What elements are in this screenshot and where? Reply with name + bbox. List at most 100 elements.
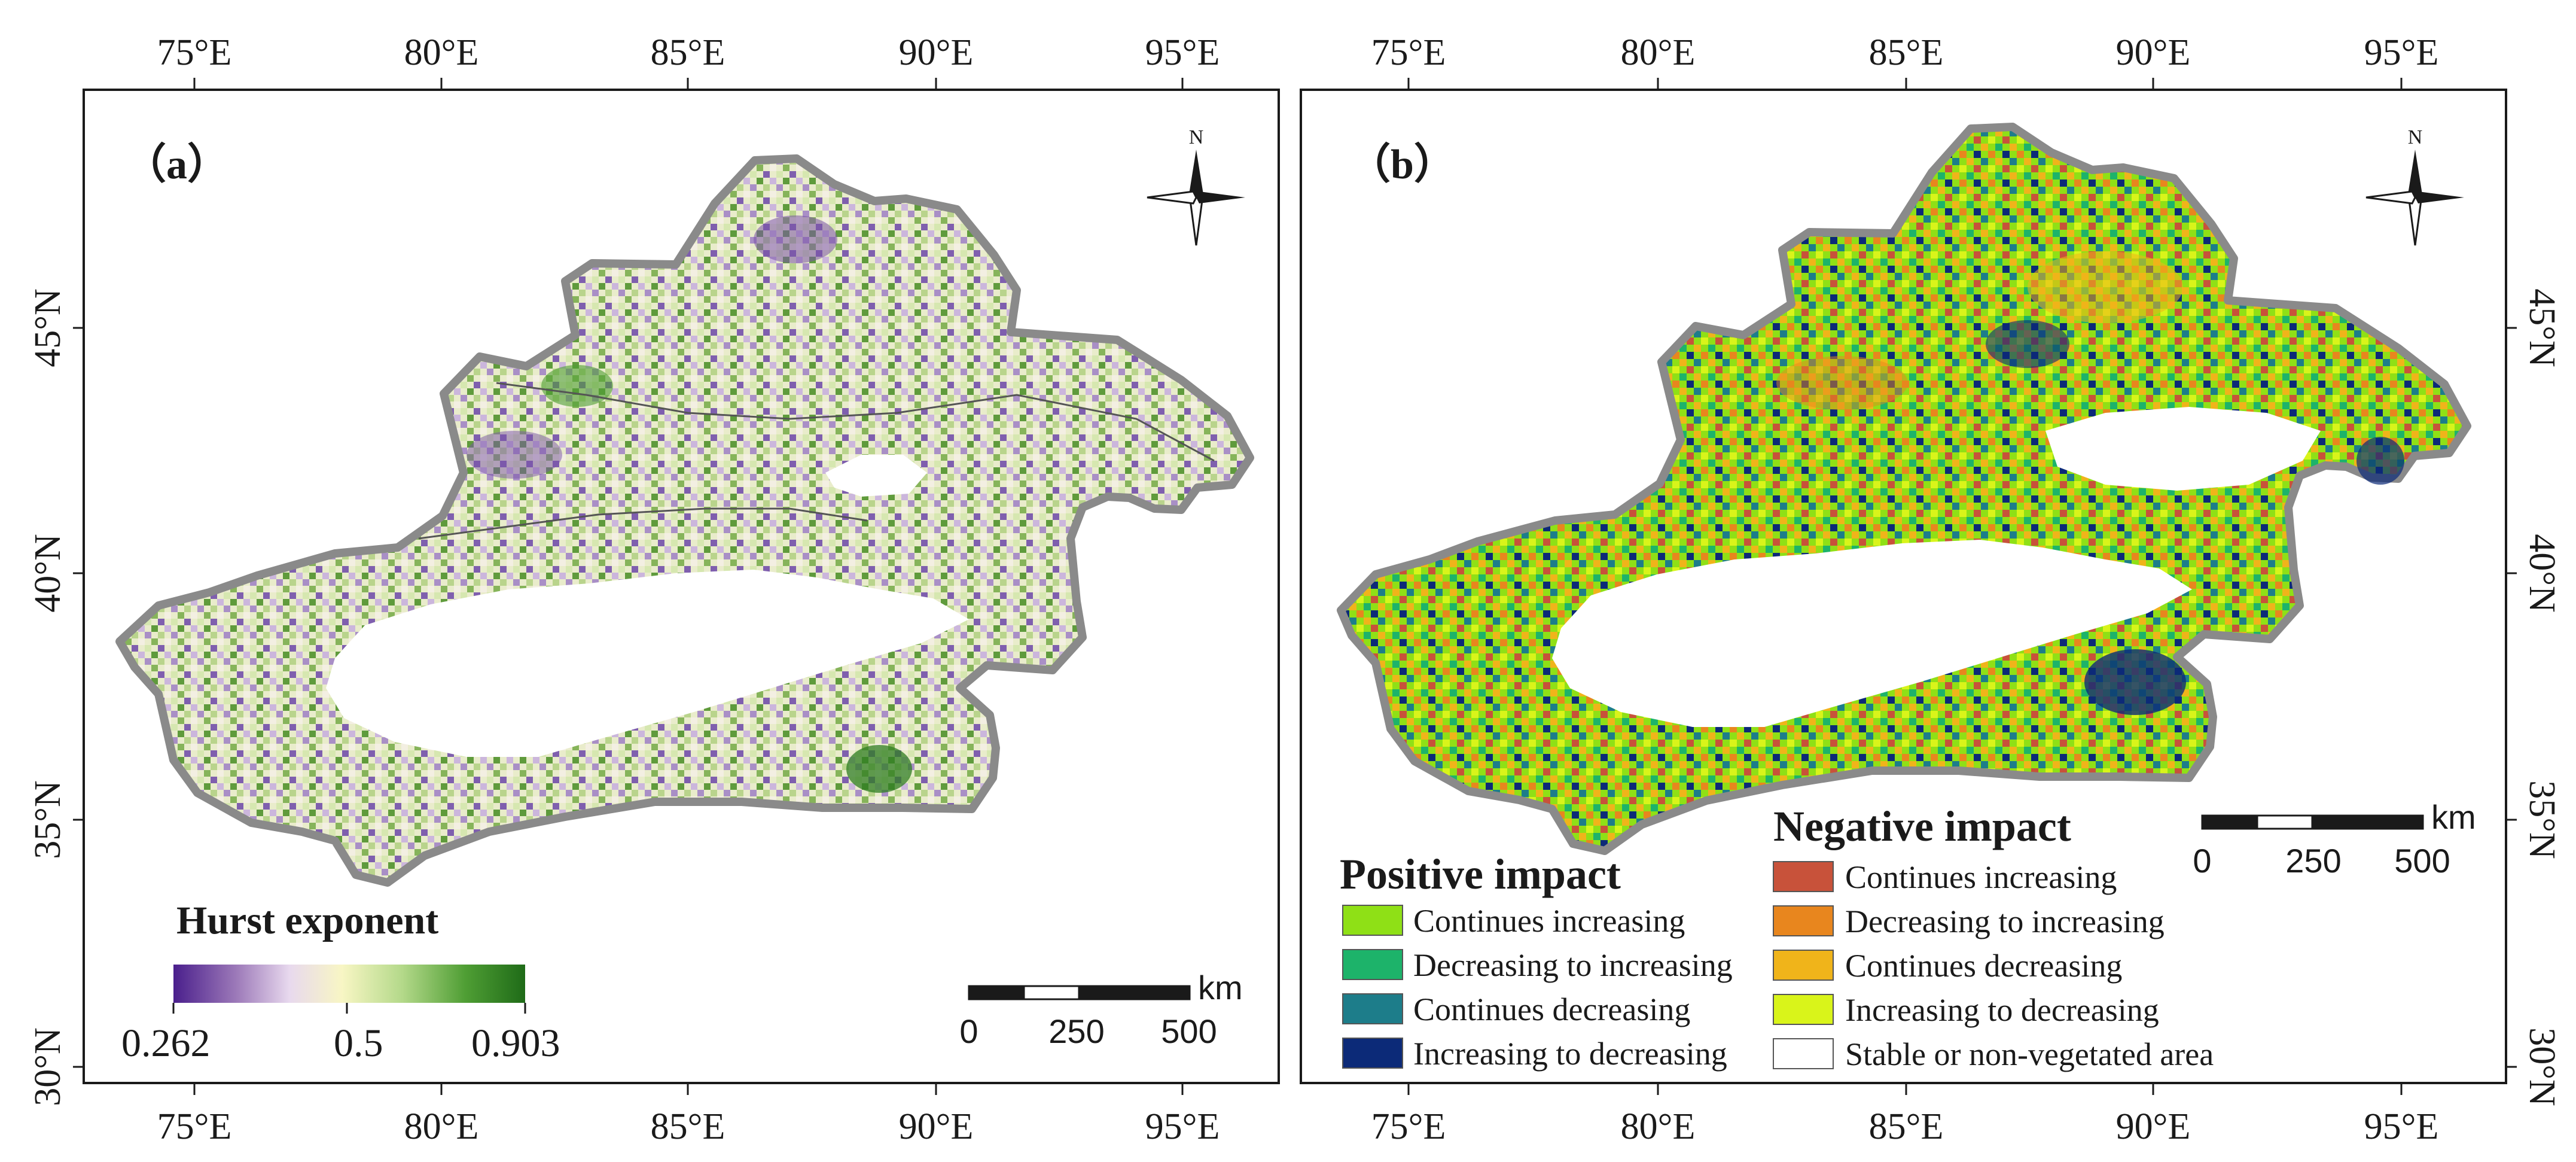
- lat-ticks-b: 45°N 40°N 35°N 30°N: [2506, 288, 2562, 1106]
- lon-tick-label: 85°E: [1869, 32, 1944, 73]
- lon-tick-label: 95°E: [2364, 32, 2439, 73]
- lon-ticks-a: 75°E 80°E 85°E 90°E 95°E 75°E 80°E 85°E …: [157, 32, 1220, 1147]
- legend-item: Continues decreasing: [1342, 991, 1690, 1027]
- legend-positive: Positive impact Continues increasing Dec…: [1340, 850, 1733, 1072]
- scalebar-label-0: 0: [959, 1012, 978, 1050]
- legend-label: Increasing to decreasing: [1413, 1036, 1727, 1072]
- lon-tick-label: 80°E: [1621, 32, 1696, 73]
- north-label: N: [1189, 126, 1204, 148]
- legend-swatch: [1773, 994, 1834, 1025]
- lon-tick-label: 75°E: [157, 1106, 232, 1147]
- scalebar-unit: km: [1198, 969, 1243, 1006]
- orange-patch: [2028, 251, 2183, 323]
- lon-tick-label: 90°E: [2116, 1106, 2191, 1147]
- nonveg-area-b: [2045, 407, 2321, 491]
- scalebar-b: km 0 250 500: [2193, 798, 2476, 880]
- legend-item: Increasing to decreasing: [1342, 1036, 1727, 1072]
- legend-label: Decreasing to increasing: [1845, 904, 2165, 939]
- hurst-min-label: 0.262: [121, 1021, 211, 1065]
- panel-a-frame: [83, 89, 1280, 1084]
- north-label: N: [2408, 126, 2423, 148]
- lon-tick-label: 95°E: [2364, 1106, 2439, 1147]
- legend-item: Continues increasing: [1773, 859, 2117, 895]
- legend-item: Decreasing to increasing: [1342, 947, 1733, 983]
- legend-item: Continues increasing: [1342, 903, 1685, 939]
- positive-impact-title: Positive impact: [1340, 850, 1621, 898]
- lon-tick-label: 80°E: [404, 1106, 479, 1147]
- mountain-outline: [496, 382, 1215, 462]
- legend-swatch: [1342, 949, 1403, 980]
- lon-tick-label: 90°E: [2116, 32, 2191, 73]
- lon-ticks-b: 75°E 80°E 85°E 90°E 95°E 75°E 80°E 85°E …: [1371, 32, 2439, 1147]
- legend-item: Decreasing to increasing: [1773, 904, 2165, 939]
- hurst-mid-label: 0.5: [334, 1021, 383, 1065]
- lat-tick-label: 45°N: [28, 288, 68, 367]
- orange-patch: [1776, 356, 1908, 410]
- lat-tick-label: 35°N: [2522, 780, 2562, 859]
- lat-tick-label: 40°N: [2522, 534, 2562, 613]
- scalebar-label-0: 0: [2193, 842, 2211, 880]
- panel-b: N （b） km 0 250 500 Positive impact Conti…: [1300, 32, 2562, 1147]
- lon-tick-label: 85°E: [1869, 1106, 1944, 1147]
- lon-tick-label: 75°E: [1371, 1106, 1446, 1147]
- legend-swatch: [1773, 861, 1834, 892]
- legend-label: Continues increasing: [1413, 903, 1685, 939]
- legend-negative: Negative impact Continues increasing Dec…: [1773, 802, 2214, 1072]
- region-shape-b: [1337, 123, 2471, 855]
- mountain-outline: [418, 507, 868, 540]
- panel-a: N （a） Hurst exponent 0.262 0.5 0.903 km …: [28, 32, 1280, 1147]
- lat-tick-label: 30°N: [28, 1027, 68, 1106]
- lon-tick-label: 95°E: [1145, 32, 1220, 73]
- lon-tick-label: 75°E: [157, 32, 232, 73]
- legend-label: Increasing to decreasing: [1845, 992, 2159, 1028]
- panel-b-label: （b）: [1349, 141, 1456, 188]
- lon-tick-label: 85°E: [651, 1106, 725, 1147]
- scalebar-a: km 0 250 500: [959, 969, 1242, 1050]
- lon-tick-label: 80°E: [1621, 1106, 1696, 1147]
- lon-tick-label: 90°E: [899, 32, 974, 73]
- blue-patch: [2356, 437, 2404, 485]
- green-patch: [541, 365, 613, 407]
- legend-item: Increasing to decreasing: [1773, 992, 2159, 1028]
- legend-swatch: [1773, 950, 1834, 981]
- legend-swatch: [1342, 905, 1403, 936]
- legend-label: Stable or non-vegetated area: [1845, 1036, 2214, 1072]
- lat-tick-label: 30°N: [2522, 1027, 2562, 1106]
- legend-swatch: [1773, 1038, 1834, 1069]
- green-patch: [846, 745, 912, 793]
- lon-tick-label: 85°E: [651, 32, 725, 73]
- lat-tick-label: 35°N: [28, 780, 68, 859]
- purple-patch: [467, 431, 562, 479]
- north-arrow-a: N: [1147, 126, 1245, 246]
- lon-tick-label: 95°E: [1145, 1106, 1220, 1147]
- scalebar-label-250: 250: [2285, 842, 2341, 880]
- legend-item: Stable or non-vegetated area: [1773, 1036, 2214, 1072]
- legend-label: Continues increasing: [1845, 859, 2117, 895]
- legend-label: Decreasing to increasing: [1413, 947, 1733, 983]
- hurst-max-label: 0.903: [471, 1021, 560, 1065]
- lat-ticks-a: 45°N 40°N 35°N 30°N: [28, 288, 84, 1106]
- purple-patch: [754, 215, 837, 263]
- legend-swatch: [1342, 993, 1403, 1024]
- hurst-legend-title: Hurst exponent: [176, 899, 438, 942]
- lat-tick-label: 45°N: [2522, 288, 2562, 367]
- panel-a-label: （a）: [124, 141, 229, 188]
- panel-b-frame: [1300, 89, 2507, 1084]
- legend-label: Continues decreasing: [1845, 948, 2122, 984]
- legend-label: Continues decreasing: [1413, 991, 1690, 1027]
- desert-area-a: [326, 570, 969, 757]
- lon-tick-label: 80°E: [404, 32, 479, 73]
- scalebar-label-500: 500: [1161, 1012, 1217, 1050]
- blue-patch: [2084, 649, 2186, 715]
- region-shape-a: [115, 154, 1254, 887]
- hurst-colorbar: [173, 965, 525, 1003]
- nonveg-area-b: [1552, 540, 2192, 727]
- scalebar-label-500: 500: [2394, 842, 2450, 880]
- scalebar-unit: km: [2431, 798, 2476, 836]
- negative-impact-title: Negative impact: [1773, 802, 2071, 850]
- legend-swatch: [1342, 1038, 1403, 1069]
- legend-swatch: [1773, 905, 1834, 936]
- scalebar-label-250: 250: [1048, 1012, 1104, 1050]
- blue-patch: [1986, 320, 2069, 368]
